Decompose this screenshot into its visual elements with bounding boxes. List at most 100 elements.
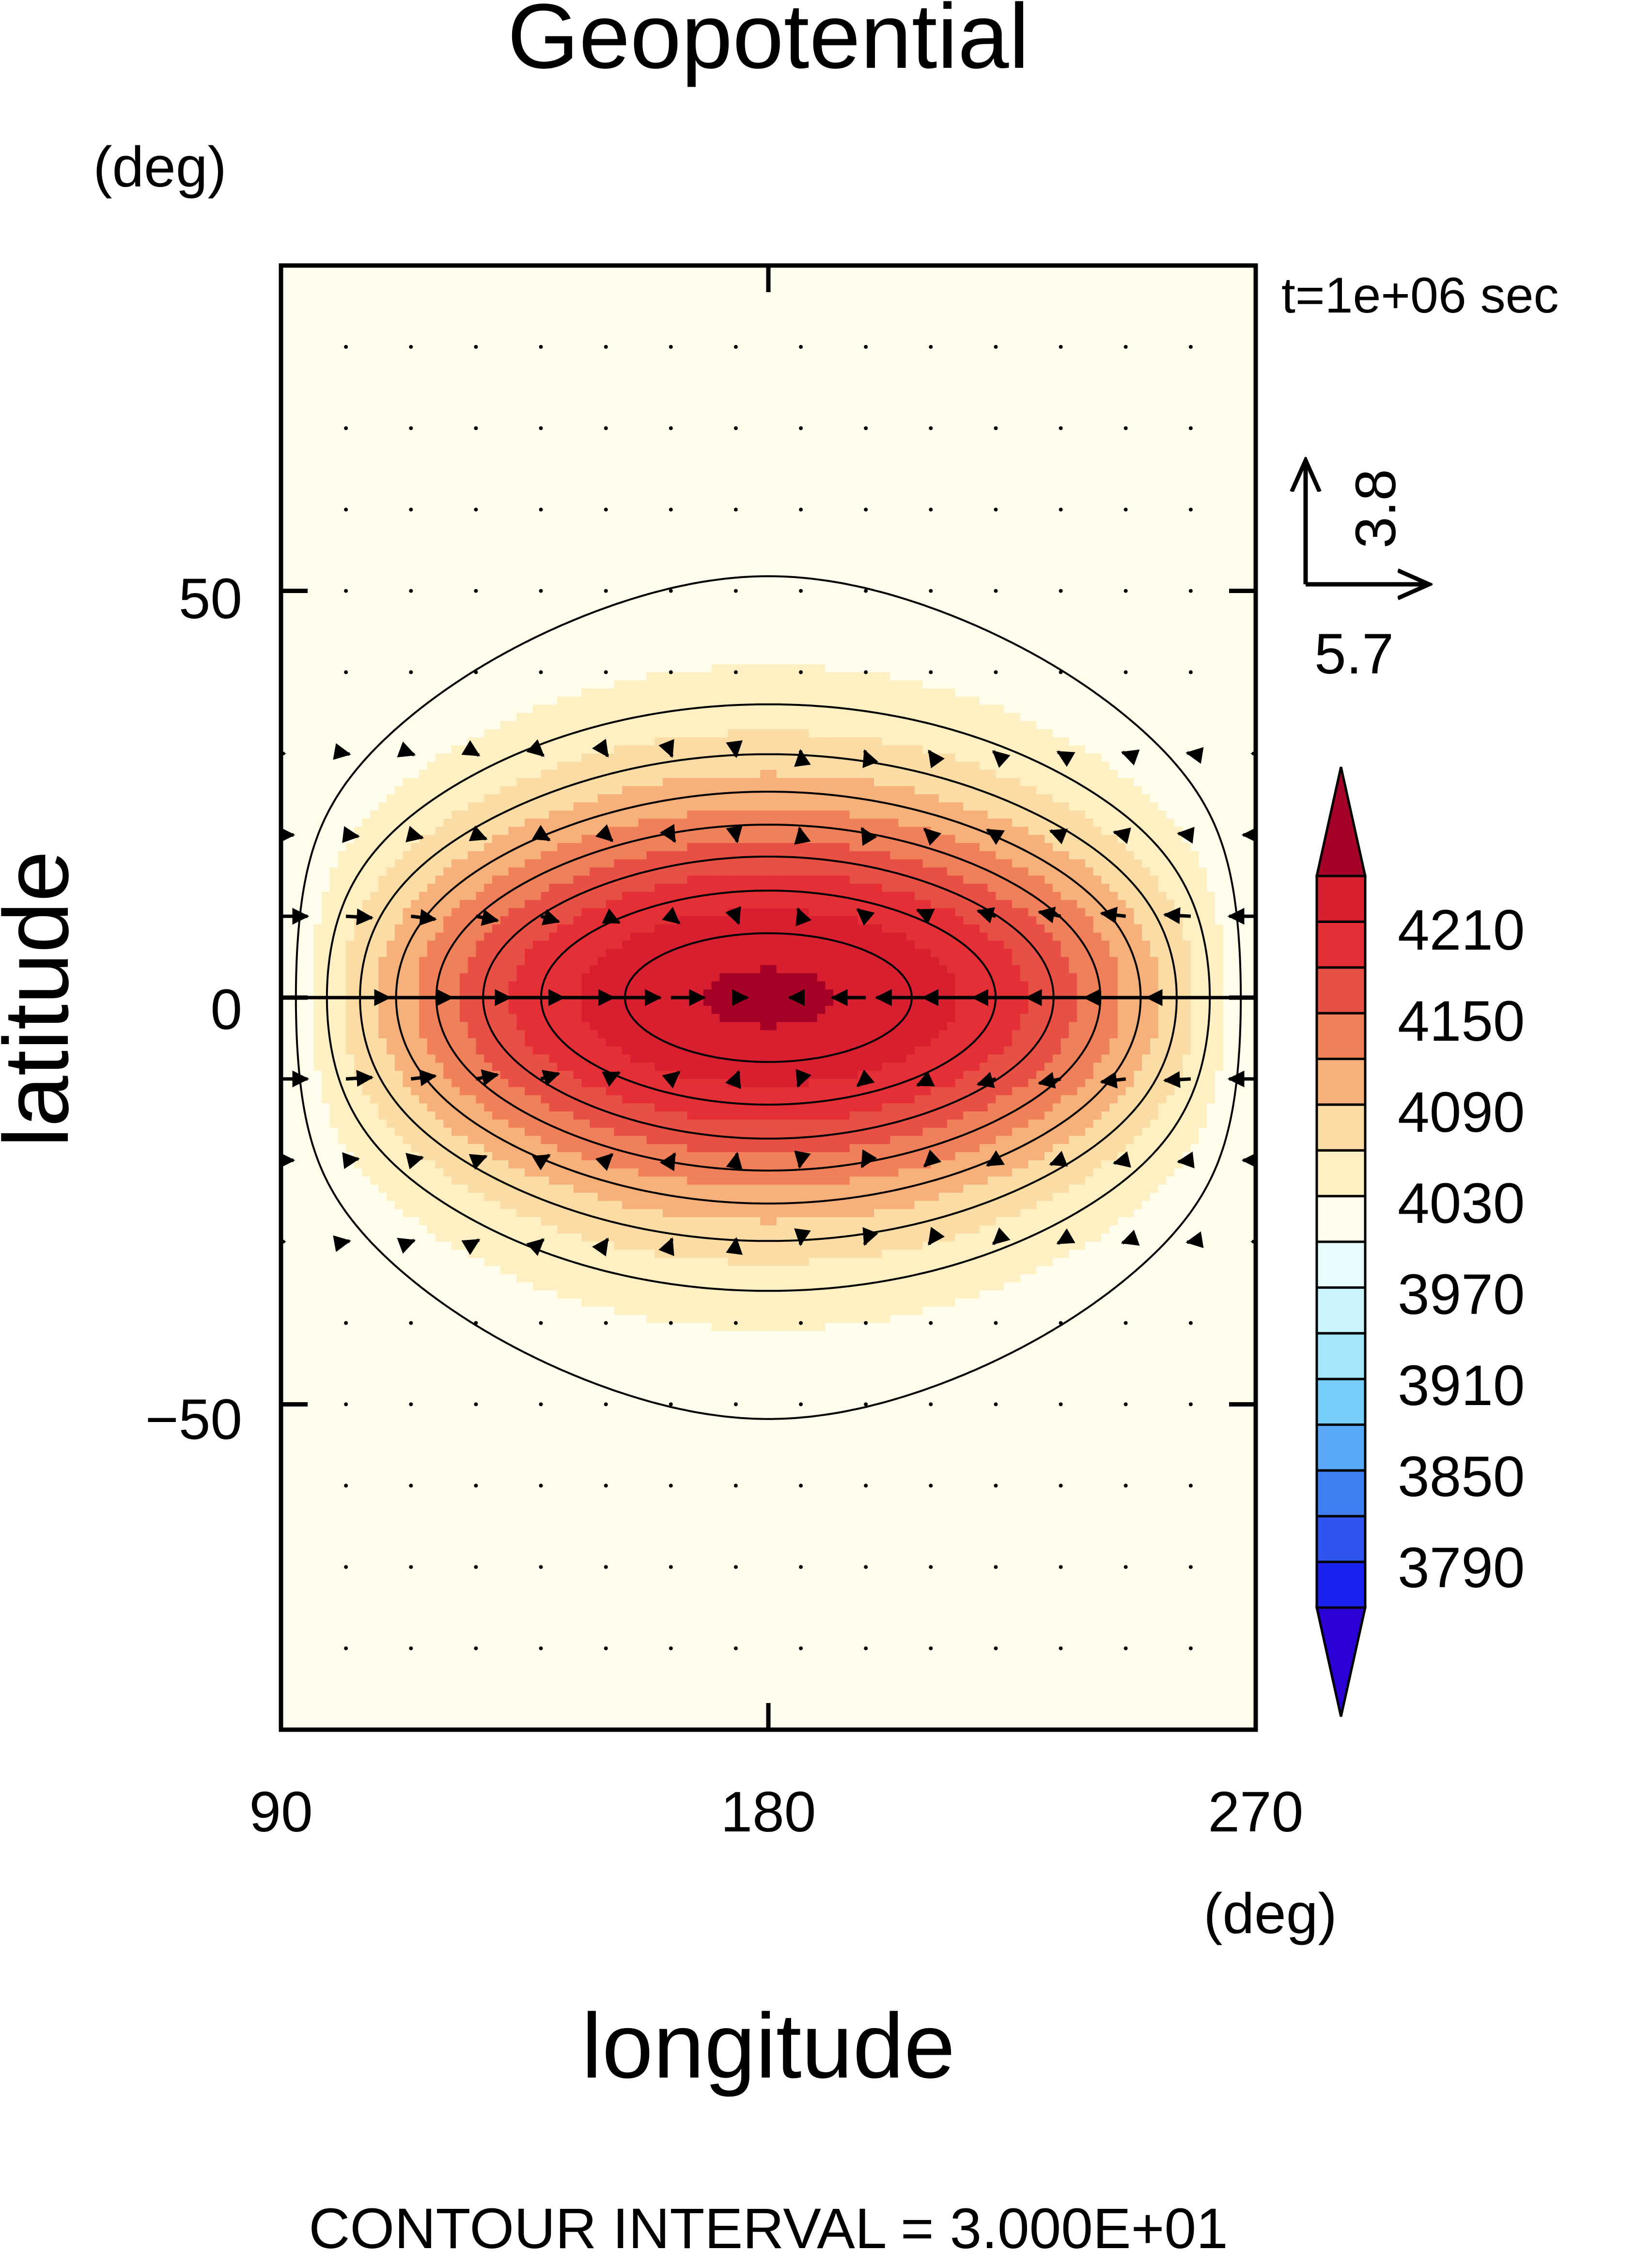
- field-cell: [362, 388, 371, 396]
- field-cell: [443, 339, 452, 347]
- field-cell: [509, 363, 517, 372]
- field-cell: [1240, 282, 1248, 291]
- field-cell: [1158, 428, 1167, 437]
- field-cell: [1085, 306, 1094, 315]
- field-cell: [606, 363, 615, 372]
- field-cell: [1158, 290, 1167, 298]
- field-cell: [923, 396, 932, 405]
- field-cell: [1053, 323, 1061, 331]
- field-cell: [1101, 306, 1110, 315]
- field-cell: [1134, 404, 1143, 412]
- field-cell: [476, 412, 484, 421]
- field-cell: [614, 379, 623, 388]
- field-cell: [525, 404, 533, 412]
- field-cell: [590, 355, 598, 364]
- field-cell: [866, 314, 874, 323]
- field-cell: [777, 355, 785, 364]
- field-cell: [338, 404, 346, 412]
- field-cell: [436, 371, 444, 380]
- field-cell: [728, 363, 736, 372]
- field-cell: [825, 396, 834, 405]
- field-cell: [460, 428, 468, 437]
- field-cell: [679, 314, 688, 323]
- field-cell: [671, 437, 680, 445]
- field-cell: [1199, 355, 1208, 364]
- field-cell: [354, 298, 363, 307]
- field-cell: [370, 282, 379, 291]
- field-cell: [1134, 330, 1143, 339]
- field-cell: [574, 355, 582, 364]
- field-cell: [346, 396, 355, 405]
- field-cell: [565, 339, 574, 347]
- field-cell: [947, 347, 956, 356]
- field-cell: [1085, 282, 1094, 291]
- field-cell: [639, 388, 647, 396]
- field-cell: [679, 323, 688, 331]
- field-cell: [671, 330, 680, 339]
- field-cell: [785, 420, 794, 429]
- field-cell: [427, 282, 436, 291]
- field-cell: [419, 412, 428, 421]
- field-cell: [1240, 339, 1248, 347]
- field-cell: [996, 323, 1005, 331]
- field-cell: [963, 347, 972, 356]
- field-cell: [971, 347, 980, 356]
- field-cell: [574, 363, 582, 372]
- field-cell: [655, 330, 663, 339]
- field-cell: [988, 363, 997, 372]
- field-cell: [809, 306, 818, 315]
- field-cell: [322, 388, 330, 396]
- field-cell: [996, 330, 1005, 339]
- field-cell: [647, 323, 655, 331]
- field-cell: [1118, 396, 1126, 405]
- field-cell: [387, 379, 395, 388]
- field-cell: [516, 371, 525, 380]
- field-cell: [1240, 330, 1248, 339]
- field-cell: [777, 323, 785, 331]
- field-cell: [1174, 371, 1183, 380]
- field-cell: [1150, 330, 1159, 339]
- field-cell: [639, 363, 647, 372]
- field-cell: [777, 339, 785, 347]
- field-cell: [598, 298, 607, 307]
- field-cell: [882, 404, 891, 412]
- field-cell: [801, 404, 810, 412]
- field-cell: [760, 298, 769, 307]
- field-cell: [1158, 298, 1167, 307]
- field-cell: [1085, 298, 1094, 307]
- field-cell: [549, 306, 558, 315]
- field-cell: [768, 437, 777, 445]
- field-cell: [516, 282, 525, 291]
- field-cell: [777, 396, 785, 405]
- field-cell: [752, 306, 761, 315]
- field-cell: [695, 274, 704, 282]
- field-cell: [744, 396, 753, 405]
- field-cell: [1231, 282, 1240, 291]
- field-cell: [598, 314, 607, 323]
- field-cell: [297, 379, 306, 388]
- field-cell: [387, 404, 395, 412]
- field-cell: [484, 347, 493, 356]
- field-cell: [639, 347, 647, 356]
- field-cell: [492, 363, 501, 372]
- field-cell: [1061, 379, 1070, 388]
- field-cell: [996, 437, 1005, 445]
- field-cell: [963, 330, 972, 339]
- field-cell: [801, 371, 810, 380]
- field-cell: [354, 371, 363, 380]
- field-cell: [719, 355, 728, 364]
- field-cell: [622, 437, 631, 445]
- field-cell: [1158, 420, 1167, 429]
- field-cell: [362, 347, 371, 356]
- field-cell: [1053, 388, 1061, 396]
- field-cell: [1020, 388, 1029, 396]
- field-cell: [1199, 339, 1208, 347]
- field-cell: [305, 274, 314, 282]
- field-cell: [744, 298, 753, 307]
- field-cell: [630, 290, 639, 298]
- field-cell: [1223, 428, 1232, 437]
- field-cell: [1183, 379, 1191, 388]
- field-cell: [313, 339, 322, 347]
- field-cell: [1020, 437, 1029, 445]
- field-cell: [403, 298, 412, 307]
